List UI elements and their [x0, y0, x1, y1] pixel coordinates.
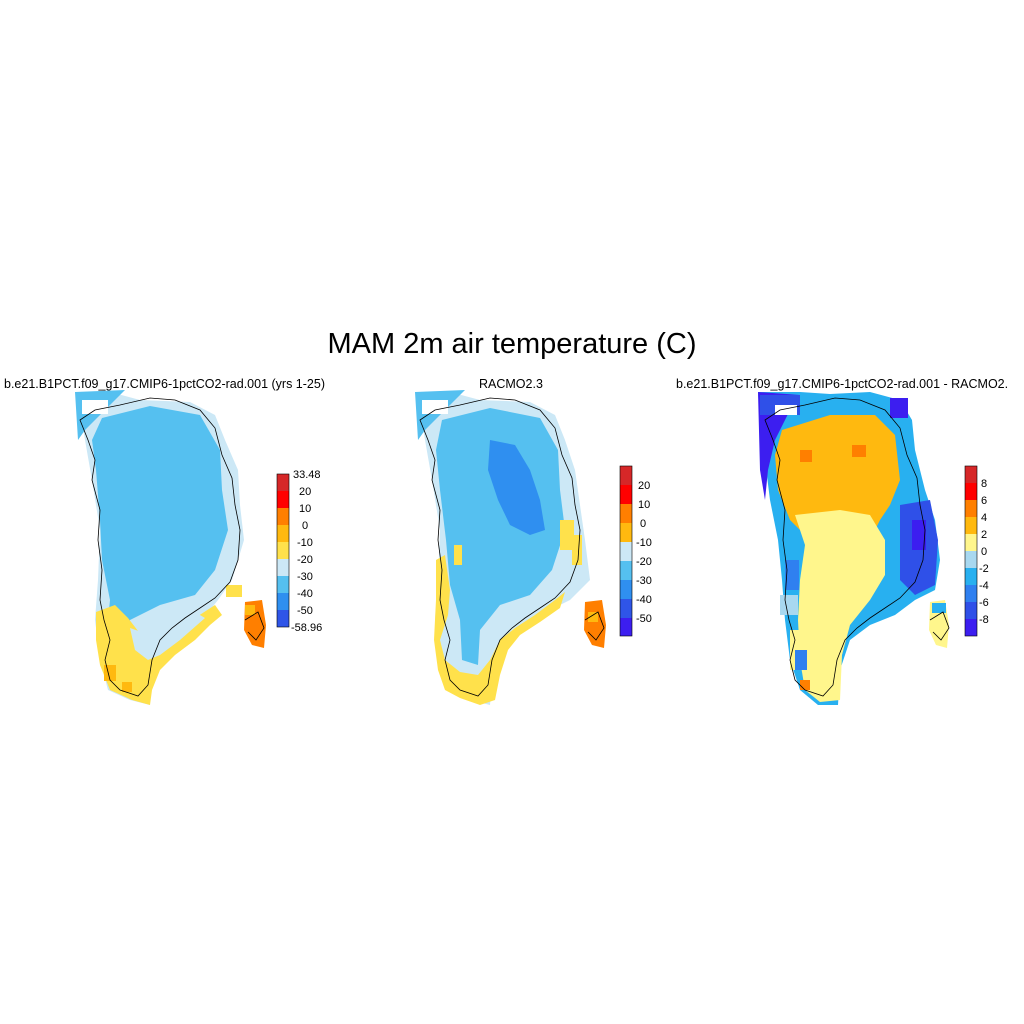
- cbar2-swatch-6: [620, 561, 632, 580]
- cbar1-label-7: -30: [297, 571, 313, 583]
- cbar2-label-3: 0: [640, 518, 646, 530]
- cbar3-swatch-1: [965, 466, 977, 483]
- cbar2-swatch-5: [620, 542, 632, 561]
- cbar2-label-2: 10: [638, 499, 650, 511]
- cbar3-swatch-2: [965, 483, 977, 500]
- cbar1-swatch-5: [277, 542, 289, 559]
- cbar3-label-9: -8: [979, 614, 989, 626]
- cbar1-label-5: -10: [297, 537, 313, 549]
- cbar2-swatch-1: [620, 466, 632, 485]
- cbar2-label-8: -50: [636, 613, 652, 625]
- cbar3-swatch-5: [965, 534, 977, 551]
- cbar2-swatch-2: [620, 485, 632, 504]
- cbar1-swatch-4: [277, 525, 289, 542]
- panel-2-colorbar: 20 10 0 -10 -20 -30 -40 -50: [619, 465, 652, 637]
- panel-1-map: [75, 390, 266, 705]
- cbar1-label-9: -50: [297, 605, 313, 617]
- panel-3-title: b.e21.B1PCT.f09_g17.CMIP6-1pctCO2-rad.00…: [676, 377, 1009, 391]
- cbar1-swatch-3: [277, 508, 289, 525]
- cbar3-label-2: 6: [981, 495, 987, 507]
- cbar3-label-1: 8: [981, 478, 987, 490]
- cbar3-label-5: 0: [981, 546, 987, 558]
- cbar3-swatch-8: [965, 585, 977, 602]
- cbar1-swatch-8: [277, 593, 289, 610]
- cbar2-label-7: -40: [636, 594, 652, 606]
- cbar3-swatch-6: [965, 551, 977, 568]
- cbar2-swatch-9: [620, 618, 632, 636]
- cbar3-label-4: 2: [981, 529, 987, 541]
- main-title: MAM 2m air temperature (C): [327, 328, 697, 360]
- panel-1-title: b.e21.B1PCT.f09_g17.CMIP6-1pctCO2-rad.00…: [4, 377, 325, 391]
- cbar2-swatch-3: [620, 504, 632, 523]
- panel-3-colorbar: 8 6 4 2 0 -2 -4 -6 -8: [964, 465, 989, 637]
- cbar2-label-1: 20: [638, 480, 650, 492]
- cbar3-label-6: -2: [979, 563, 989, 575]
- cbar2-label-5: -20: [636, 556, 652, 568]
- cbar3-swatch-7: [965, 568, 977, 585]
- cbar1-label-8: -40: [297, 588, 313, 600]
- cbar1-label-2: 20: [299, 486, 311, 498]
- cbar1-swatch-2: [277, 491, 289, 508]
- cbar1-label-3: 10: [299, 503, 311, 515]
- cbar3-swatch-9: [965, 602, 977, 619]
- cbar1-label-4: 0: [302, 520, 308, 532]
- cbar3-swatch-3: [965, 500, 977, 517]
- cbar2-swatch-8: [620, 599, 632, 618]
- cbar3-label-3: 4: [981, 512, 987, 524]
- cbar3-label-7: -4: [979, 580, 989, 592]
- panel-2-title: RACMO2.3: [479, 377, 543, 391]
- cbar2-label-4: -10: [636, 537, 652, 549]
- cbar3-label-8: -6: [979, 597, 989, 609]
- cbar3-swatch-4: [965, 517, 977, 534]
- cbar1-swatch-7: [277, 576, 289, 593]
- cbar2-swatch-7: [620, 580, 632, 599]
- panel-3-map: [758, 392, 950, 705]
- cbar3-swatch-10: [965, 619, 977, 636]
- cbar1-swatch-1: [277, 474, 289, 491]
- cbar1-label-6: -20: [297, 554, 313, 566]
- panel-1-colorbar: 33.48 20 10 0 -10 -20 -30 -40 -50 -58.96: [276, 469, 322, 634]
- cbar1-swatch-9: [277, 610, 289, 627]
- cbar2-label-6: -30: [636, 575, 652, 587]
- cbar1-label-1: 33.48: [293, 469, 321, 481]
- cbar1-label-10: -58.96: [291, 622, 322, 634]
- cbar2-swatch-4: [620, 523, 632, 542]
- cbar1-swatch-6: [277, 559, 289, 576]
- panel-2-map: [415, 390, 606, 705]
